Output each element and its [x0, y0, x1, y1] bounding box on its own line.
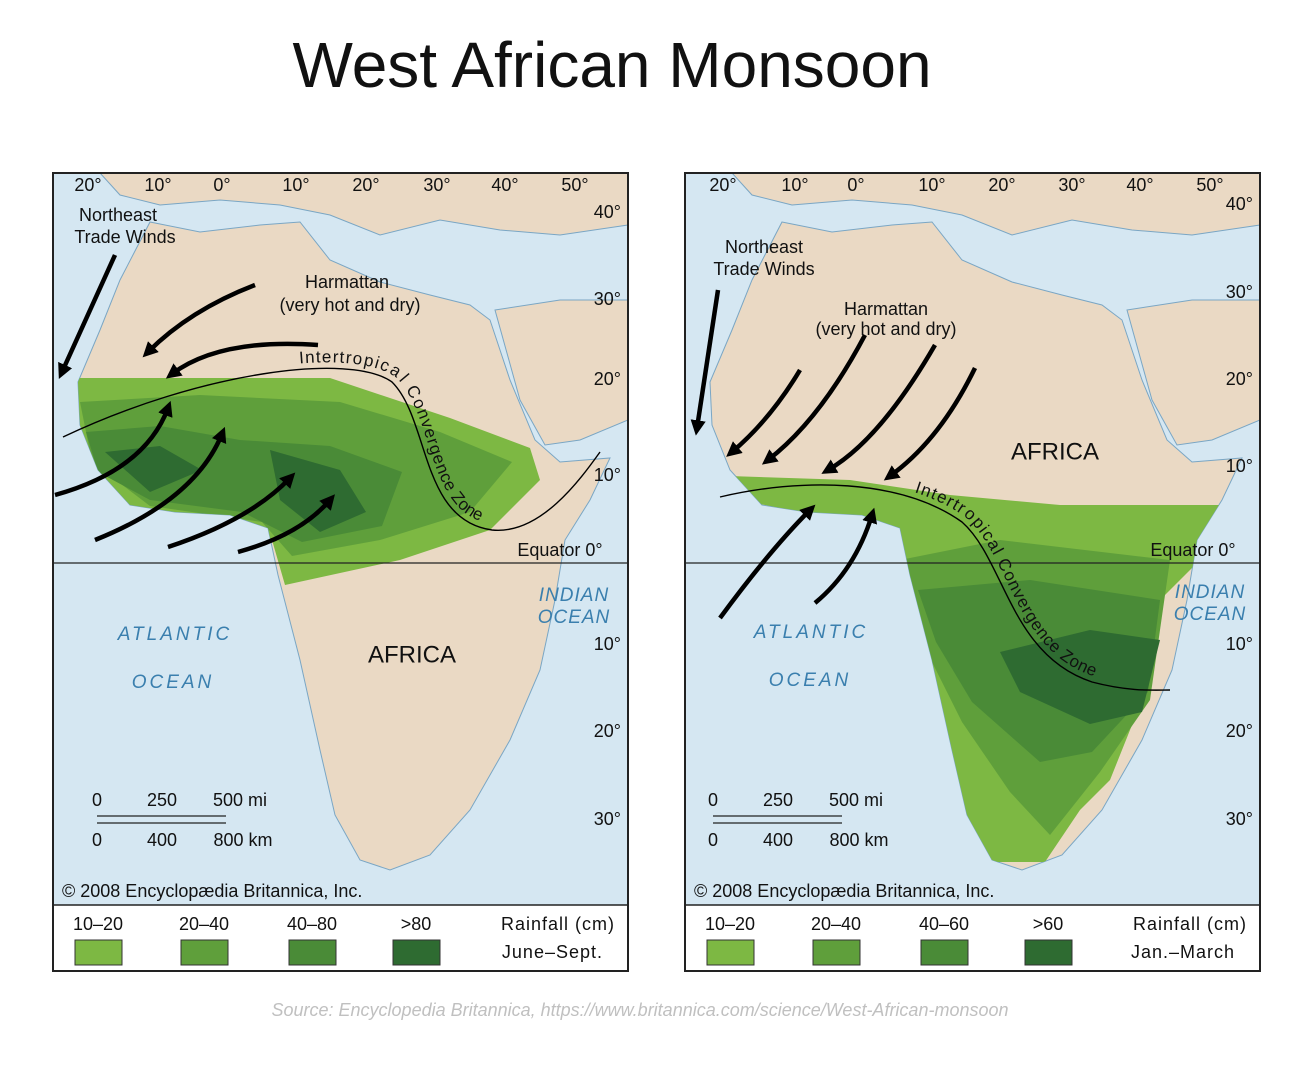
- continent-label: AFRICA: [1011, 438, 1099, 465]
- ocean-label: OCEAN: [538, 607, 611, 628]
- latitude-label: 40°: [594, 202, 621, 222]
- wind-note: (very hot and dry): [815, 319, 956, 339]
- latitude-label: 30°: [594, 809, 621, 829]
- rainfall-zone: [105, 446, 366, 532]
- latitude-label: 40°: [1226, 194, 1253, 214]
- legend-label: 40–80: [287, 914, 337, 934]
- panel-frame: [52, 172, 629, 972]
- scale-label: 800 km: [213, 830, 272, 850]
- longitude-label: 10°: [781, 175, 808, 195]
- longitude-label: 10°: [144, 175, 171, 195]
- legend-swatch: [706, 939, 755, 966]
- latitude-label: 20°: [594, 721, 621, 741]
- longitude-label: 40°: [491, 175, 518, 195]
- legend-swatch: [288, 939, 337, 966]
- legend-title: Rainfall (cm): [1133, 914, 1247, 934]
- longitude-label: 30°: [1058, 175, 1085, 195]
- longitude-label: 10°: [282, 175, 309, 195]
- legend-swatch: [920, 939, 969, 966]
- longitude-label: 20°: [352, 175, 379, 195]
- legend-title: Rainfall (cm): [501, 914, 615, 934]
- wind-label: Trade Winds: [713, 259, 814, 279]
- legend-swatch: [74, 939, 123, 966]
- latitude-label: 30°: [594, 289, 621, 309]
- latitude-label: 10°: [594, 634, 621, 654]
- latitude-label: 20°: [1226, 721, 1253, 741]
- scale-label: 0: [708, 790, 718, 810]
- latitude-label: 20°: [594, 369, 621, 389]
- longitude-label: 20°: [709, 175, 736, 195]
- wind-label: Northeast: [725, 237, 803, 257]
- legend-label: 20–40: [811, 914, 861, 934]
- source: Source: Encyclopedia Britannica, https:/…: [272, 1000, 1009, 1020]
- legend-label: 10–20: [705, 914, 755, 934]
- legend-label: 10–20: [73, 914, 123, 934]
- legend-label: 20–40: [179, 914, 229, 934]
- scale-label: 400: [763, 830, 793, 850]
- copyright: © 2008 Encyclopædia Britannica, Inc.: [694, 881, 994, 901]
- longitude-label: 10°: [918, 175, 945, 195]
- longitude-label: 50°: [561, 175, 588, 195]
- scale-label: 800 km: [829, 830, 888, 850]
- longitude-label: 0°: [847, 175, 864, 195]
- legend-season: Jan.–March: [1131, 942, 1235, 962]
- ocean-label: ATLANTIC: [117, 624, 232, 645]
- legend-label: >80: [401, 914, 432, 934]
- legend-swatch: [1024, 939, 1073, 966]
- equator-label: Equator 0°: [517, 540, 602, 560]
- ocean-label: OCEAN: [769, 670, 852, 691]
- scale-label: 0: [92, 830, 102, 850]
- legend-swatch: [392, 939, 441, 966]
- longitude-label: 50°: [1196, 175, 1223, 195]
- wind-note: (very hot and dry): [279, 295, 420, 315]
- map-panel: [53, 173, 628, 905]
- scale-label: 500 mi: [213, 790, 267, 810]
- panel-frame: [684, 172, 1261, 972]
- scale-label: 0: [708, 830, 718, 850]
- scale-label: 250: [763, 790, 793, 810]
- scale-label: 250: [147, 790, 177, 810]
- longitude-label: 40°: [1126, 175, 1153, 195]
- wind-label: Harmattan: [844, 299, 928, 319]
- continent-label: AFRICA: [368, 641, 456, 668]
- latitude-label: 30°: [1226, 282, 1253, 302]
- ocean-label: INDIAN: [1175, 582, 1245, 603]
- ocean-label: ATLANTIC: [753, 622, 868, 643]
- latitude-label: 10°: [594, 465, 621, 485]
- ocean-label: OCEAN: [132, 672, 215, 693]
- wind-label: Trade Winds: [74, 227, 175, 247]
- legend-label: >60: [1033, 914, 1064, 934]
- ocean-label: OCEAN: [1174, 604, 1247, 625]
- longitude-label: 20°: [988, 175, 1015, 195]
- title: West African Monsoon: [292, 29, 931, 101]
- legend-season: June–Sept.: [502, 942, 603, 962]
- copyright: © 2008 Encyclopædia Britannica, Inc.: [62, 881, 362, 901]
- scale-label: 500 mi: [829, 790, 883, 810]
- legend-swatch: [812, 939, 861, 966]
- longitude-label: 0°: [213, 175, 230, 195]
- latitude-label: 10°: [1226, 456, 1253, 476]
- wind-label: Northeast: [79, 205, 157, 225]
- wind-label: Harmattan: [305, 272, 389, 292]
- longitude-label: 20°: [74, 175, 101, 195]
- ocean-label: INDIAN: [539, 585, 609, 606]
- legend-label: 40–60: [919, 914, 969, 934]
- legend-swatch: [180, 939, 229, 966]
- scale-label: 400: [147, 830, 177, 850]
- longitude-label: 30°: [423, 175, 450, 195]
- latitude-label: 30°: [1226, 809, 1253, 829]
- latitude-label: 10°: [1226, 634, 1253, 654]
- latitude-label: 20°: [1226, 369, 1253, 389]
- scale-label: 0: [92, 790, 102, 810]
- map-panel: [685, 173, 1260, 905]
- equator-label: Equator 0°: [1150, 540, 1235, 560]
